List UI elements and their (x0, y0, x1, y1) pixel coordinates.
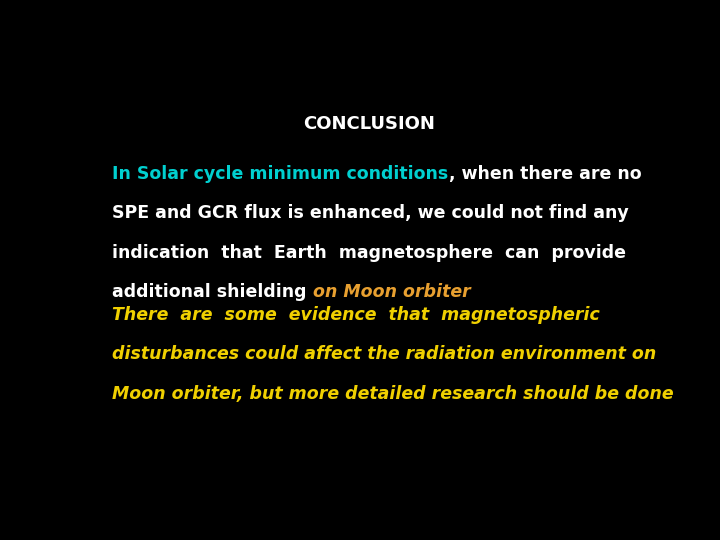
Text: Moon orbiter, but more detailed research should be done: Moon orbiter, but more detailed research… (112, 385, 674, 403)
Text: on Moon orbiter: on Moon orbiter (312, 283, 471, 301)
Text: disturbances could affect the radiation environment on: disturbances could affect the radiation … (112, 346, 657, 363)
Text: SPE and GCR flux is enhanced, we could not find any: SPE and GCR flux is enhanced, we could n… (112, 204, 629, 222)
Text: CONCLUSION: CONCLUSION (303, 114, 435, 133)
Text: There  are  some  evidence  that  magnetospheric: There are some evidence that magnetosphe… (112, 306, 600, 324)
Text: In Solar cycle minimum conditions: In Solar cycle minimum conditions (112, 165, 449, 183)
Text: , when there are no: , when there are no (449, 165, 642, 183)
Text: indication  that  Earth  magnetosphere  can  provide: indication that Earth magnetosphere can … (112, 244, 626, 261)
Text: additional shielding: additional shielding (112, 283, 312, 301)
